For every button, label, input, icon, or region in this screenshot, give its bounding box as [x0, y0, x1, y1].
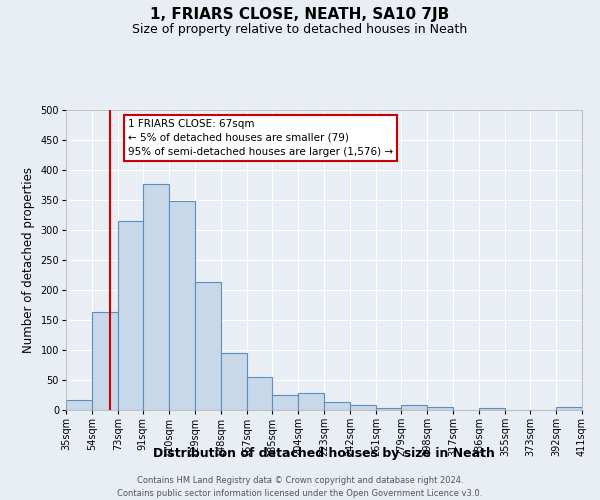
Bar	[143, 184, 169, 410]
Bar	[298, 392, 324, 410]
Bar	[376, 408, 401, 410]
Bar	[401, 405, 427, 410]
Bar	[556, 407, 582, 410]
Bar	[350, 404, 376, 410]
Bar	[479, 408, 505, 410]
Text: Size of property relative to detached houses in Neath: Size of property relative to detached ho…	[133, 22, 467, 36]
Text: 1, FRIARS CLOSE, NEATH, SA10 7JB: 1, FRIARS CLOSE, NEATH, SA10 7JB	[151, 8, 449, 22]
Bar	[195, 282, 221, 410]
Bar	[324, 402, 350, 410]
Text: Contains HM Land Registry data © Crown copyright and database right 2024.
Contai: Contains HM Land Registry data © Crown c…	[118, 476, 482, 498]
Bar	[169, 201, 195, 410]
Bar	[427, 407, 453, 410]
Bar	[66, 400, 92, 410]
Y-axis label: Number of detached properties: Number of detached properties	[22, 167, 35, 353]
Bar	[247, 377, 272, 410]
Text: Distribution of detached houses by size in Neath: Distribution of detached houses by size …	[153, 448, 495, 460]
Bar	[272, 395, 298, 410]
Bar	[92, 312, 118, 410]
Bar	[221, 353, 247, 410]
Bar	[118, 221, 143, 410]
Text: 1 FRIARS CLOSE: 67sqm
← 5% of detached houses are smaller (79)
95% of semi-detac: 1 FRIARS CLOSE: 67sqm ← 5% of detached h…	[128, 119, 393, 157]
